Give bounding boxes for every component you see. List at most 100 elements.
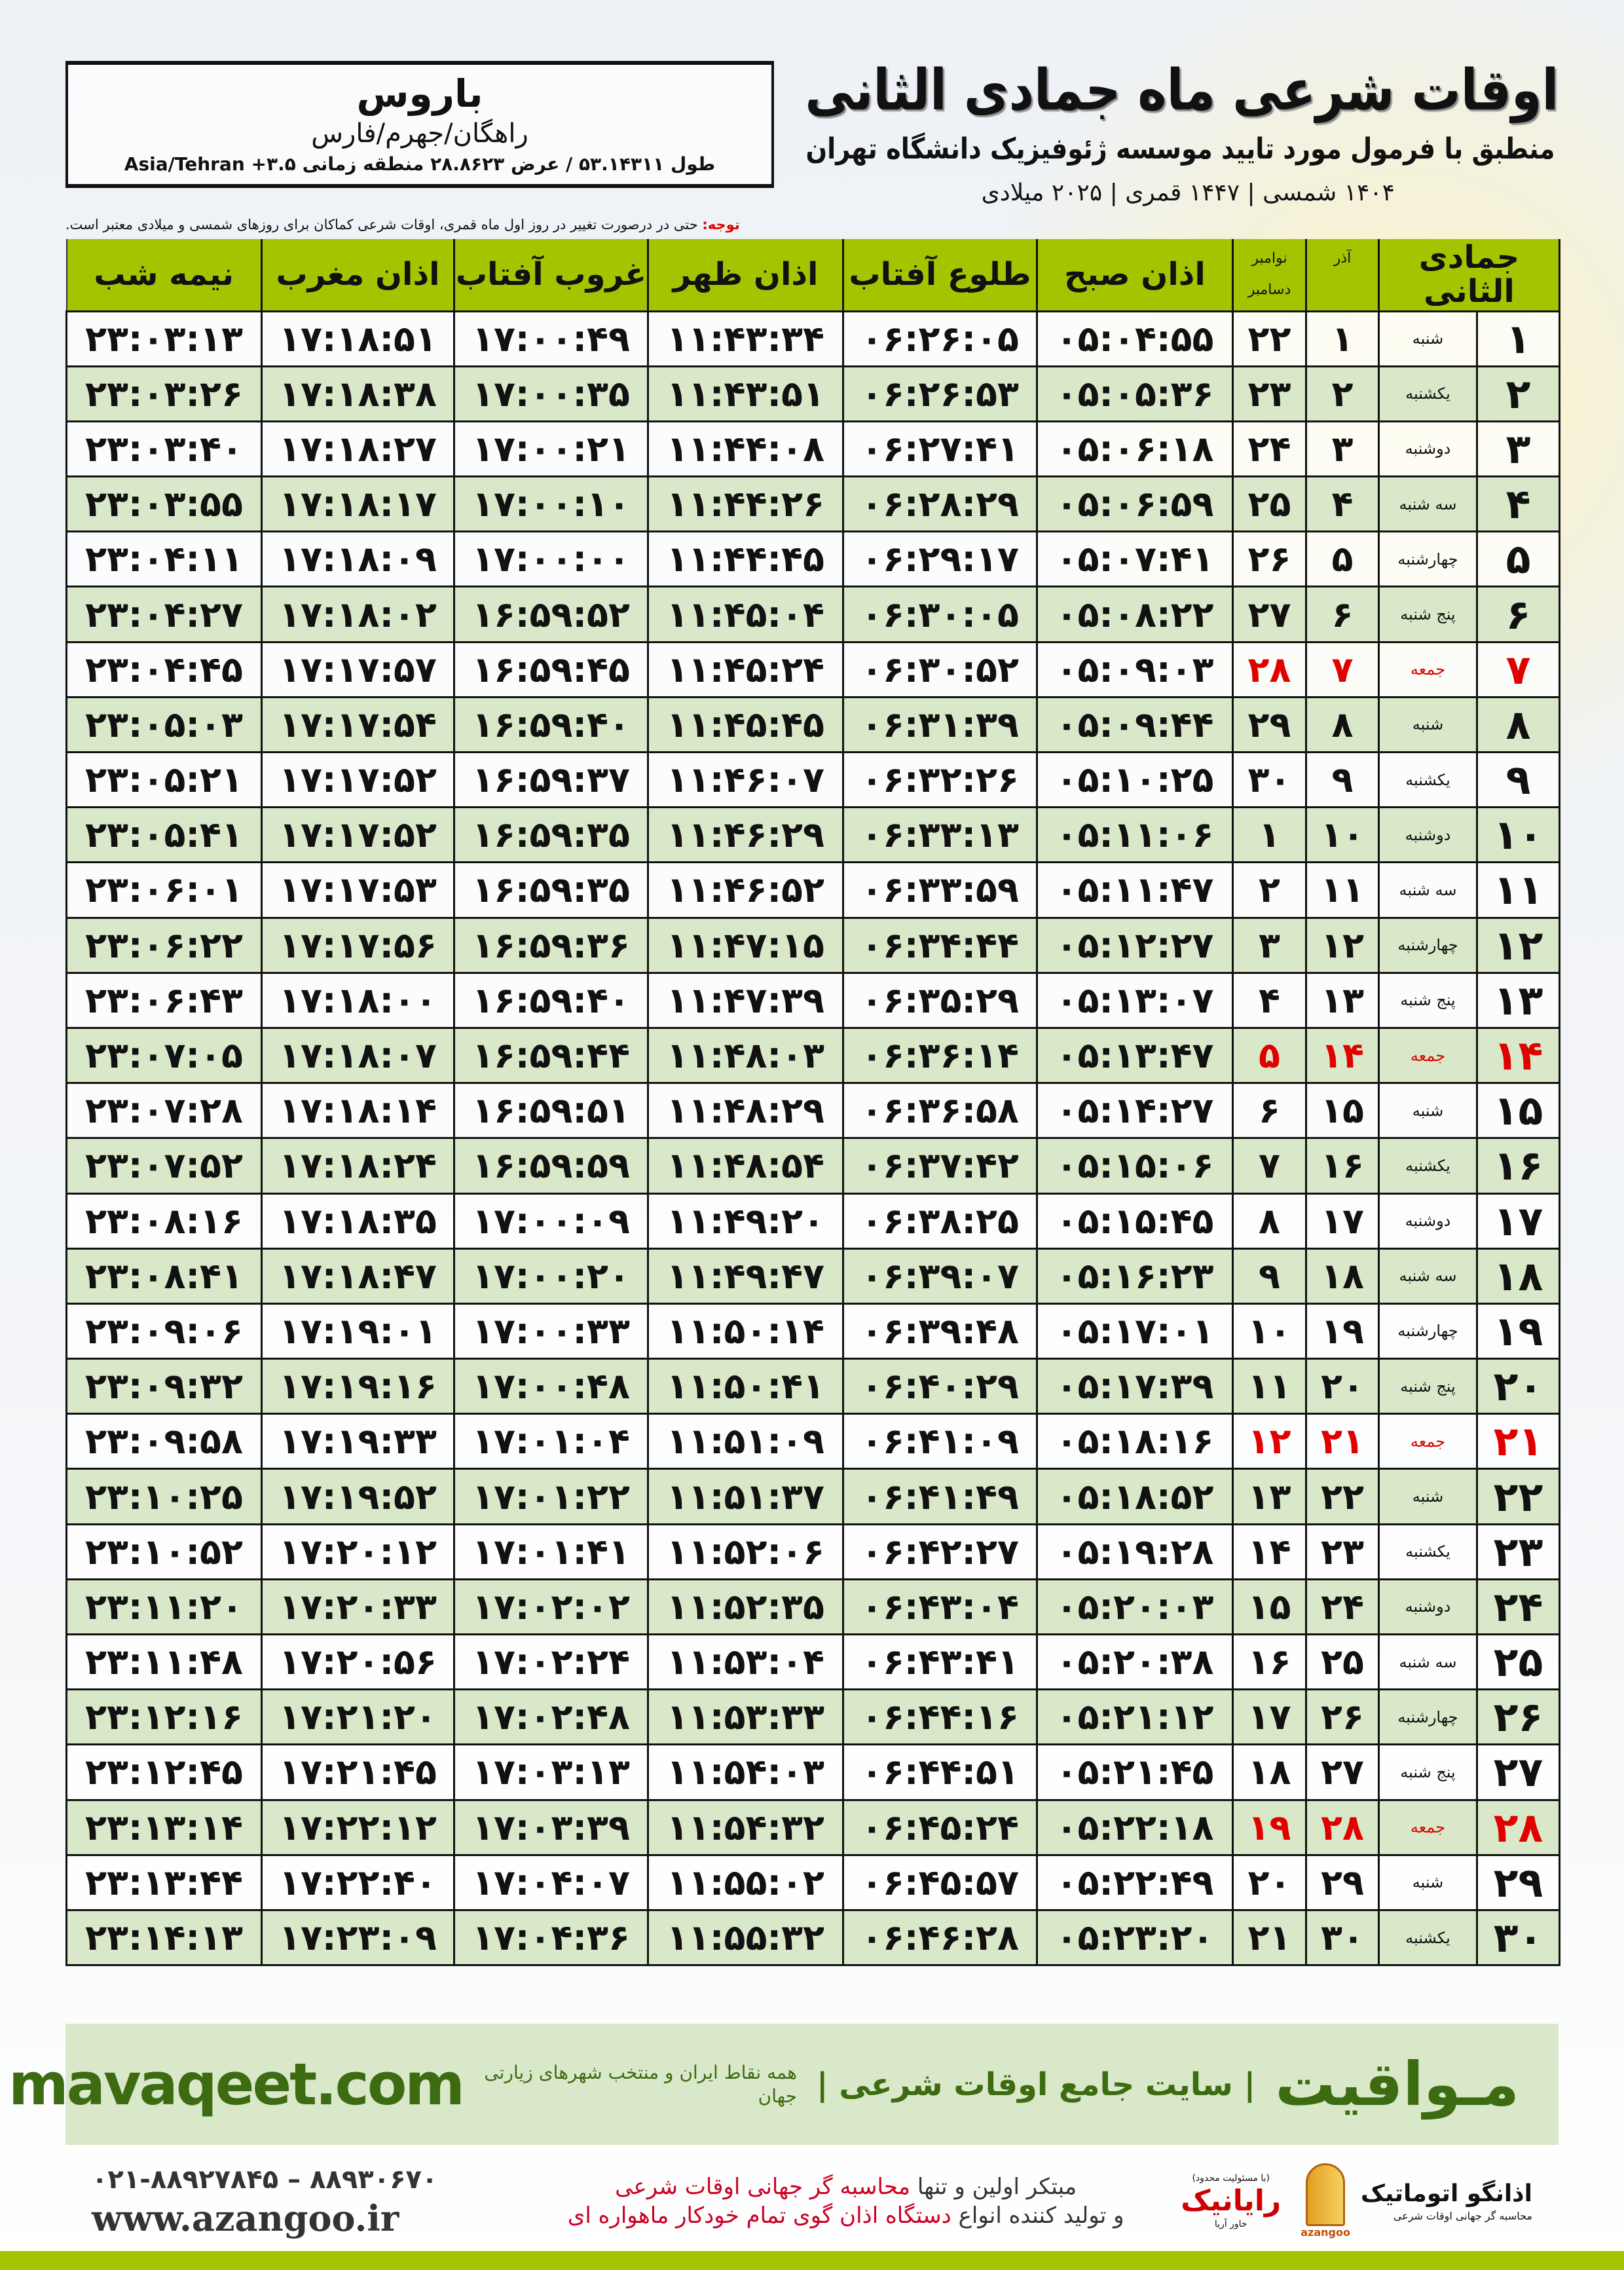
table-row: ۲۴ دوشنبه ۲۴ ۱۵ ۰۵:۲۰:۰۳ ۰۶:۴۳:۰۴ ۱۱:۵۲:۳۵ ۱۷:۰… <box>65 1578 1560 1636</box>
weekday: سه شنبه <box>1378 861 1478 919</box>
weekday: یکشنبه <box>1378 1137 1478 1195</box>
weekday: یکشنبه <box>1378 1908 1478 1967</box>
azangoo-text: اذانگو اتوماتیک محاسبه گر جهانی اوقات شر… <box>1361 2179 1532 2223</box>
dhuhr-time: ۱۱:۴۳:۳۴ <box>647 310 844 367</box>
weekday: دوشنبه <box>1378 806 1478 864</box>
sunset-time: ۱۷:۰۱:۰۴ <box>453 1413 649 1470</box>
col-nov-label: نوامبر <box>1251 250 1287 267</box>
table-row: ۹ یکشنبه ۹ ۳۰ ۰۵:۱۰:۲۵ ۰۶:۳۲:۲۶ ۱۱:۴۶:۰۷ ۱۶:۵۹:… <box>65 751 1560 809</box>
gregorian-day: ۵ <box>1232 1026 1307 1085</box>
sunrise-time: ۰۶:۳۱:۳۹ <box>842 696 1038 754</box>
table-row: ۲۸ جمعه ۲۸ ۱۹ ۰۵:۲۲:۱۸ ۰۶:۴۵:۲۴ ۱۱:۵۴:۳۲ ۱۷:۰۳:… <box>65 1798 1560 1856</box>
sunrise-time: ۰۶:۴۱:۴۹ <box>842 1468 1038 1525</box>
gregorian-day: ۱۴ <box>1232 1523 1307 1580</box>
fajr-time: ۰۵:۲۲:۱۸ <box>1036 1798 1234 1856</box>
midnight-time: ۲۳:۱۳:۱۴ <box>65 1798 263 1856</box>
midnight-time: ۲۳:۰۸:۱۶ <box>65 1192 263 1250</box>
weekday: پنج شنبه <box>1378 586 1478 643</box>
table-row: ۳ دوشنبه ۳ ۲۴ ۰۵:۰۶:۱۸ ۰۶:۲۷:۴۱ ۱۱:۴۴:۰۸ ۱۷:۰۰:… <box>65 420 1560 478</box>
dhuhr-time: ۱۱:۵۱:۰۹ <box>647 1413 844 1470</box>
azar-day: ۱۱ <box>1305 861 1380 919</box>
fajr-time: ۰۵:۰۹:۰۳ <box>1036 641 1234 698</box>
midnight-time: ۲۳:۰۷:۵۲ <box>65 1137 263 1195</box>
sunset-time: ۱۶:۵۹:۴۰ <box>453 696 649 754</box>
maghrib-time: ۱۷:۱۹:۰۱ <box>261 1302 455 1360</box>
fajr-time: ۰۵:۲۱:۱۲ <box>1036 1688 1234 1746</box>
midnight-time: ۲۳:۰۵:۴۱ <box>65 806 263 864</box>
sunrise-time: ۰۶:۳۴:۴۴ <box>842 916 1038 974</box>
mavaqeet-link[interactable]: mavaqeet.com <box>8 2051 465 2118</box>
promo-1b: محاسبه گر جهانی اوقات شرعی <box>615 2174 911 2200</box>
sunset-time: ۱۷:۰۳:۱۳ <box>453 1743 649 1801</box>
azar-day: ۲۵ <box>1305 1633 1380 1691</box>
gregorian-day: ۱۹ <box>1232 1798 1307 1856</box>
col-sunset: غروب آفتاب <box>453 239 649 311</box>
day-number: ۱۵ <box>1476 1082 1560 1140</box>
table-row: ۲۹ شنبه ۲۹ ۲۰ ۰۵:۲۲:۴۹ ۰۶:۴۵:۵۷ ۱۱:۵۵:۰۲ ۱۷:۰۴:… <box>65 1853 1560 1911</box>
sunset-time: ۱۶:۵۹:۳۵ <box>453 806 649 864</box>
day-number: ۲۵ <box>1476 1633 1560 1691</box>
fajr-time: ۰۵:۱۰:۲۵ <box>1036 751 1234 809</box>
fajr-time: ۰۵:۱۱:۴۷ <box>1036 861 1234 919</box>
maghrib-time: ۱۷:۲۰:۵۶ <box>261 1633 455 1691</box>
maghrib-time: ۱۷:۱۸:۰۷ <box>261 1026 455 1085</box>
fajr-time: ۰۵:۱۶:۲۳ <box>1036 1247 1234 1305</box>
weekday: پنج شنبه <box>1378 1358 1478 1415</box>
azar-day: ۸ <box>1305 696 1380 754</box>
weekday: چهارشنبه <box>1378 530 1478 588</box>
gregorian-day: ۱۶ <box>1232 1633 1307 1691</box>
gregorian-day: ۲۰ <box>1232 1853 1307 1911</box>
gregorian-day: ۱ <box>1232 806 1307 864</box>
fajr-time: ۰۵:۲۰:۳۸ <box>1036 1633 1234 1691</box>
col-azar-label: آذر <box>1333 250 1352 267</box>
azar-day: ۲۱ <box>1305 1413 1380 1470</box>
maghrib-time: ۱۷:۱۸:۲۴ <box>261 1137 455 1195</box>
dhuhr-time: ۱۱:۵۰:۱۴ <box>647 1302 844 1360</box>
sunrise-time: ۰۶:۴۳:۴۱ <box>842 1633 1038 1691</box>
sunrise-time: ۰۶:۳۶:۵۸ <box>842 1082 1038 1140</box>
midnight-time: ۲۳:۱۳:۴۴ <box>65 1853 263 1911</box>
sunrise-time: ۰۶:۳۸:۲۵ <box>842 1192 1038 1250</box>
day-number: ۲۹ <box>1476 1853 1560 1911</box>
azar-day: ۳۰ <box>1305 1908 1380 1967</box>
fajr-time: ۰۵:۱۹:۲۸ <box>1036 1523 1234 1580</box>
sponsor-footer: azangoo اذانگو اتوماتیک محاسبه گر جهانی … <box>65 2155 1559 2248</box>
sunrise-time: ۰۶:۳۳:۵۹ <box>842 861 1038 919</box>
col-dhuhr: اذان ظهر <box>647 239 844 311</box>
dhuhr-time: ۱۱:۴۹:۲۰ <box>647 1192 844 1250</box>
day-number: ۲۳ <box>1476 1523 1560 1580</box>
table-row: ۱۹ چهارشنبه ۱۹ ۱۰ ۰۵:۱۷:۰۱ ۰۶:۳۹:۴۸ ۱۱:۵۰:۱۴ ۱۷… <box>65 1302 1560 1360</box>
azar-day: ۲۶ <box>1305 1688 1380 1746</box>
maghrib-time: ۱۷:۱۸:۰۰ <box>261 971 455 1029</box>
table-row: ۸ شنبه ۸ ۲۹ ۰۵:۰۹:۴۴ ۰۶:۳۱:۳۹ ۱۱:۴۵:۴۵ ۱۶:۵۹:۴۰… <box>65 696 1560 754</box>
sunset-time: ۱۶:۵۹:۵۱ <box>453 1082 649 1140</box>
weekday: سه شنبه <box>1378 1247 1478 1305</box>
dhuhr-time: ۱۱:۵۵:۳۲ <box>647 1908 844 1967</box>
sunset-time: ۱۷:۰۰:۴۹ <box>453 310 649 367</box>
maghrib-time: ۱۷:۱۸:۱۴ <box>261 1082 455 1140</box>
azangoo-link[interactable]: www.azangoo.ir <box>92 2197 399 2239</box>
gregorian-day: ۱۷ <box>1232 1688 1307 1746</box>
sunrise-time: ۰۶:۳۰:۰۵ <box>842 586 1038 643</box>
promo-text: مبتکر اولین و تنها محاسبه گر جهانی اوقات… <box>530 2172 1161 2230</box>
sunrise-time: ۰۶:۴۳:۰۴ <box>842 1578 1038 1636</box>
day-number: ۹ <box>1476 751 1560 809</box>
weekday: سه شنبه <box>1378 475 1478 533</box>
azar-day: ۱ <box>1305 310 1380 367</box>
table-row: ۲۳ یکشنبه ۲۳ ۱۴ ۰۵:۱۹:۲۸ ۰۶:۴۲:۲۷ ۱۱:۵۲:۰۶ ۱۷:۰… <box>65 1523 1560 1580</box>
fajr-time: ۰۵:۲۳:۲۰ <box>1036 1908 1234 1967</box>
midnight-time: ۲۳:۰۹:۰۶ <box>65 1302 263 1360</box>
sunset-time: ۱۷:۰۴:۳۶ <box>453 1908 649 1967</box>
weekday: جمعه <box>1378 641 1478 698</box>
col-midnight: نیمه شب <box>65 239 263 311</box>
rayanik-name: رایانیک <box>1181 2184 1282 2218</box>
day-number: ۱۴ <box>1476 1026 1560 1085</box>
day-number: ۲۸ <box>1476 1798 1560 1856</box>
day-number: ۴ <box>1476 475 1560 533</box>
banner-tagline: | سایت جامع اوقات شرعی | <box>816 2066 1256 2103</box>
azar-day: ۴ <box>1305 475 1380 533</box>
weekday: دوشنبه <box>1378 420 1478 478</box>
sunset-time: ۱۷:۰۰:۳۳ <box>453 1302 649 1360</box>
fajr-time: ۰۵:۱۸:۵۲ <box>1036 1468 1234 1525</box>
sunset-time: ۱۷:۰۰:۲۰ <box>453 1247 649 1305</box>
